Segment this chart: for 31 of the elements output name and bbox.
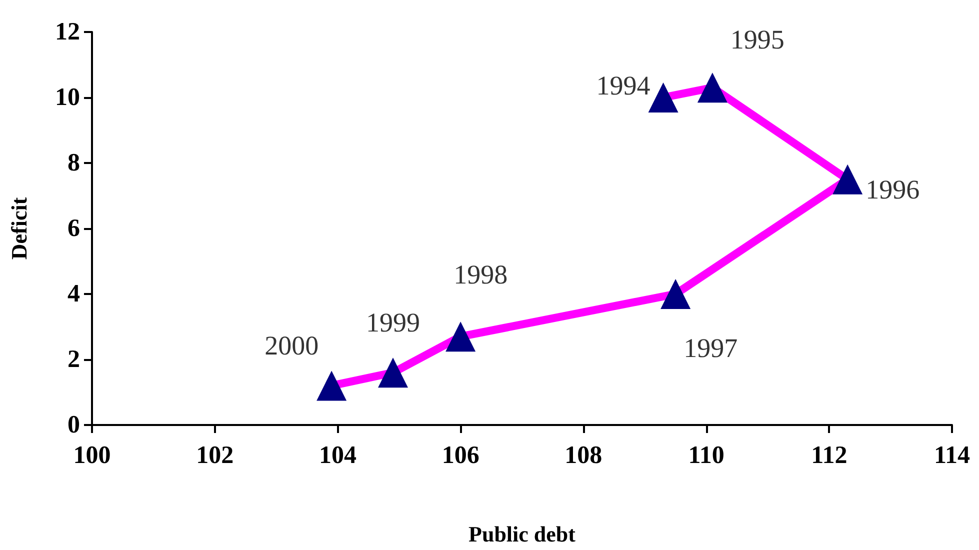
point	[648, 82, 678, 112]
y-axis-title: Deficit	[6, 196, 32, 260]
y-tick-label: 6	[68, 215, 80, 242]
annotation: 1999	[366, 308, 420, 338]
x-tick-label: 104	[318, 442, 357, 469]
x-tick-label: 110	[688, 442, 724, 469]
annotation: 1998	[454, 260, 508, 290]
x-tick-label: 100	[73, 442, 111, 469]
x-tick-label: 102	[196, 442, 234, 469]
annotation: 1997	[684, 333, 738, 363]
y-tick-label: 0	[68, 412, 80, 438]
x-tick-label: 106	[442, 442, 480, 469]
point	[697, 72, 728, 103]
annotation: 2000	[264, 330, 319, 361]
annotation: 1996	[866, 174, 920, 204]
annotation: 1995	[730, 24, 784, 55]
annotation: 1994	[596, 70, 651, 100]
point	[446, 322, 476, 352]
point	[832, 164, 863, 194]
y-tick-label: 12	[55, 18, 80, 46]
x-tick-label: 114	[934, 442, 971, 469]
y-tick-label: 2	[68, 346, 80, 373]
x-axis-title: Public debt	[468, 522, 576, 546]
y-tick-label: 8	[68, 150, 80, 176]
x-tick-label: 108	[564, 442, 602, 469]
y-tick-label: 10	[55, 84, 80, 111]
point	[316, 370, 347, 401]
point	[378, 358, 408, 388]
x-tick-label: 112	[811, 442, 848, 469]
y-tick-label: 4	[68, 280, 80, 308]
point	[660, 279, 691, 309]
